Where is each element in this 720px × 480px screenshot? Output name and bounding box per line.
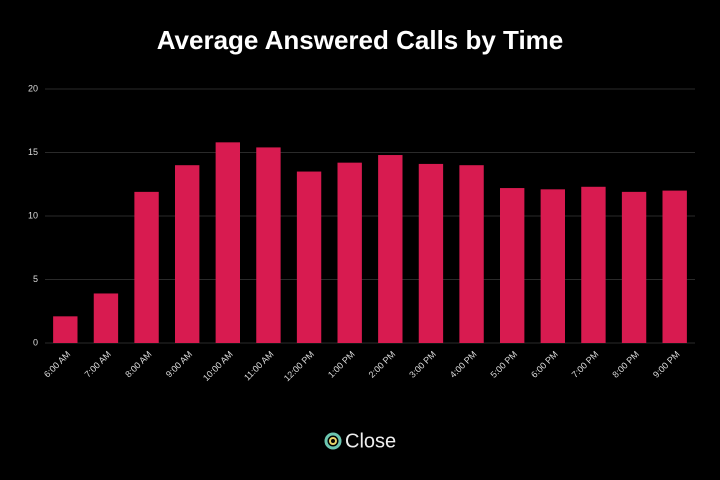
x-tick-label: 5:00 PM — [488, 349, 519, 380]
x-tick-label: 7:00 PM — [570, 349, 601, 380]
bar — [662, 190, 687, 343]
y-tick-label: 5 — [33, 274, 38, 284]
x-tick-label: 9:00 AM — [164, 349, 194, 379]
bar — [53, 316, 78, 343]
x-tick-label: 6:00 PM — [529, 349, 560, 380]
x-tick-label: 8:00 AM — [123, 349, 153, 379]
bar — [540, 189, 565, 343]
chart-title: Average Answered Calls by Time — [157, 25, 564, 55]
y-tick-label: 10 — [28, 210, 38, 220]
y-tick-label: 20 — [28, 83, 38, 93]
bar — [215, 142, 240, 343]
x-tick-label: 9:00 PM — [651, 349, 682, 380]
bar — [621, 191, 647, 343]
x-tick-label: 1:00 PM — [326, 349, 357, 380]
bar — [378, 155, 403, 343]
bar — [175, 165, 200, 343]
bar — [500, 188, 525, 343]
x-tick-label: 10:00 AM — [201, 349, 235, 383]
y-tick-label: 15 — [28, 147, 38, 157]
x-tick-label: 4:00 PM — [448, 349, 479, 380]
bar — [581, 186, 606, 343]
x-tick-label: 3:00 PM — [407, 349, 438, 380]
bar — [134, 191, 159, 343]
x-tick-label: 6:00 AM — [42, 349, 72, 379]
bar — [459, 165, 484, 343]
x-tick-label: 12:00 PM — [282, 349, 316, 383]
bar — [256, 147, 281, 343]
x-tick-label: 11:00 AM — [242, 349, 275, 382]
y-tick-label: 0 — [33, 337, 38, 347]
logo-text: Close — [345, 430, 396, 452]
x-tick-label: 7:00 AM — [83, 349, 113, 379]
bar — [418, 163, 444, 343]
logo-icon — [324, 432, 342, 450]
bar — [93, 293, 119, 343]
x-tick-label: 8:00 PM — [610, 349, 641, 380]
bar — [337, 162, 362, 343]
bar — [296, 171, 322, 343]
x-tick-label: 2:00 PM — [367, 349, 398, 380]
